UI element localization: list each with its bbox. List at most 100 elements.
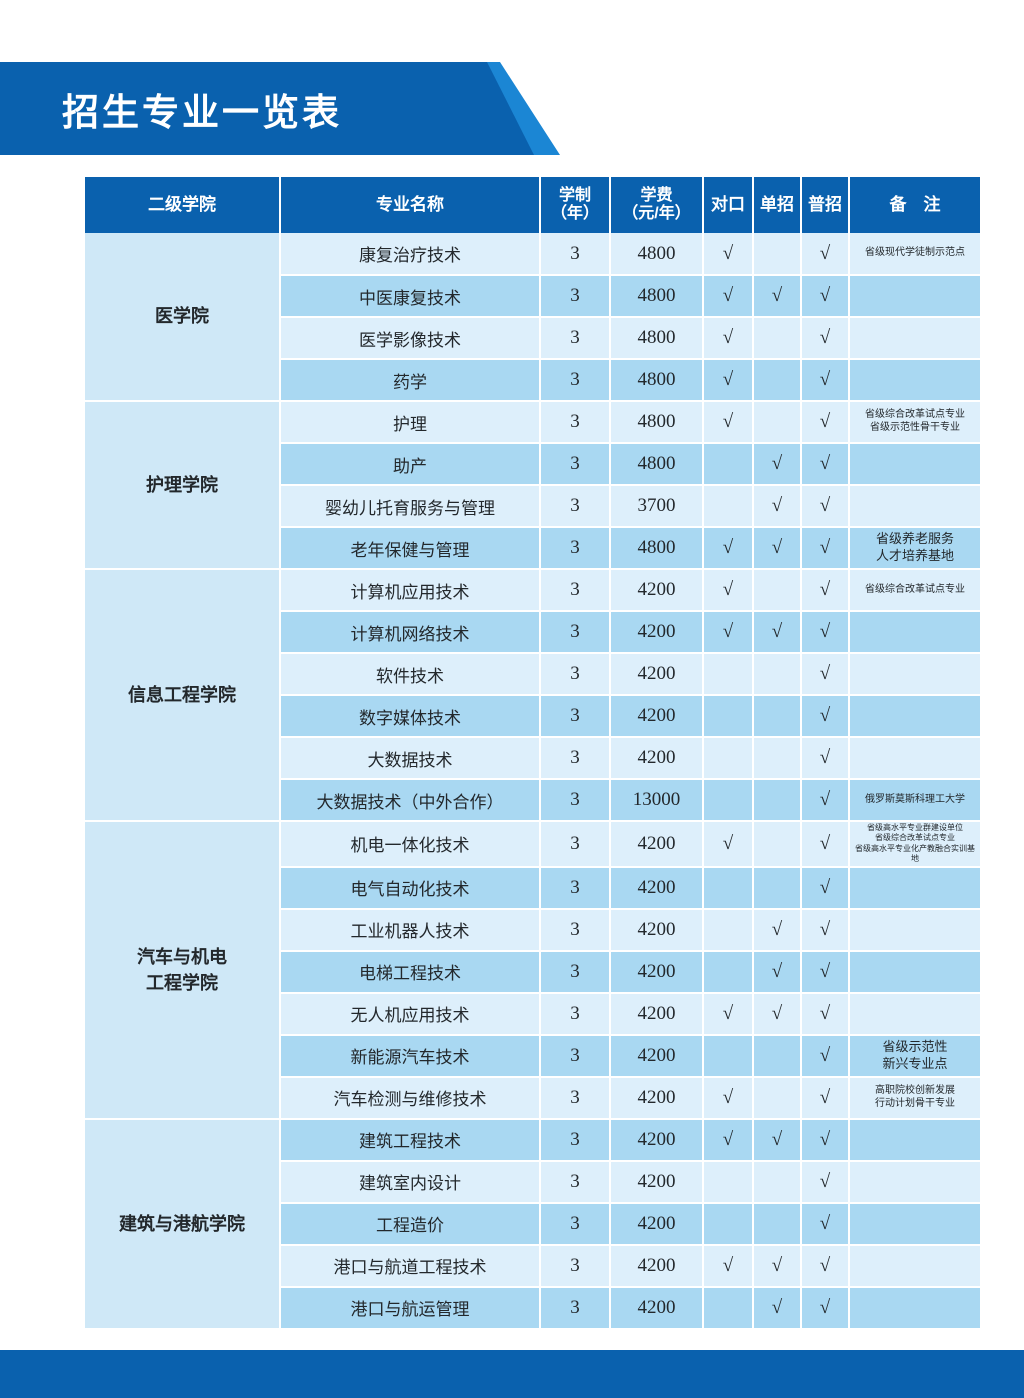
header-major: 专业名称 — [280, 177, 541, 233]
study-years-cell: 3 — [540, 1160, 611, 1204]
page-title-banner: 招生专业一览表 — [0, 62, 560, 155]
remark-cell: 高职院校创新发展 行动计划骨干专业 — [849, 1076, 980, 1120]
duikou-check-cell: √ — [703, 821, 754, 868]
table-row: 工程造价 3 4200 √ — [85, 1202, 980, 1246]
admission-majors-table: 二级学院 专业名称 学制 （年） 学费 （元/年） 对口 单招 普招 备 注 医… — [85, 177, 980, 1330]
remark-cell — [849, 653, 980, 696]
duikou-check-cell — [703, 443, 754, 486]
study-years-cell: 3 — [540, 1118, 611, 1162]
table-row: 无人机应用技术 3 4200 √ √ √ — [85, 992, 980, 1036]
tuition-fee-cell: 4800 — [610, 233, 704, 276]
puzhao-check-cell: √ — [801, 821, 850, 868]
remark-line: 省级综合改革试点专业 — [865, 409, 965, 421]
puzhao-check-cell: √ — [801, 1034, 850, 1078]
danzhao-check-cell: √ — [753, 443, 802, 486]
major-name-cell: 无人机应用技术 — [280, 992, 541, 1036]
tuition-fee-cell: 3700 — [610, 485, 704, 528]
tuition-fee-cell: 4800 — [610, 443, 704, 486]
puzhao-check-cell: √ — [801, 1286, 850, 1330]
duikou-check-cell — [703, 737, 754, 780]
tuition-fee-cell: 4200 — [610, 950, 704, 994]
puzhao-check-cell: √ — [801, 233, 850, 276]
puzhao-check-cell: √ — [801, 485, 850, 528]
study-years-cell: 3 — [540, 359, 611, 402]
study-years-cell: 3 — [540, 569, 611, 612]
table-header-row: 二级学院 专业名称 学制 （年） 学费 （元/年） 对口 单招 普招 备 注 — [85, 177, 980, 233]
study-years-cell: 3 — [540, 485, 611, 528]
major-name-cell: 中医康复技术 — [280, 275, 541, 318]
table-row: 大数据技术 3 4200 √ — [85, 737, 980, 780]
duikou-check-cell — [703, 950, 754, 994]
remark-cell — [849, 485, 980, 528]
danzhao-check-cell: √ — [753, 908, 802, 952]
duikou-check-cell — [703, 695, 754, 738]
tuition-fee-cell: 4800 — [610, 317, 704, 360]
duikou-check-cell: √ — [703, 1118, 754, 1162]
footer-bar — [0, 1350, 1024, 1398]
duikou-check-cell: √ — [703, 233, 754, 276]
duikou-check-cell — [703, 779, 754, 822]
danzhao-check-cell: √ — [753, 1118, 802, 1162]
table-row: 药学 3 4800 √ √ — [85, 359, 980, 402]
duikou-check-cell: √ — [703, 527, 754, 570]
college-cell: 信息工程学院 — [85, 569, 281, 822]
tuition-fee-cell: 4200 — [610, 695, 704, 738]
header-years: 学制 （年） — [540, 177, 611, 233]
duikou-check-cell: √ — [703, 359, 754, 402]
danzhao-check-cell — [753, 779, 802, 822]
header-years-line1: 学制 — [558, 187, 591, 205]
table-row: 助产 3 4800 √ √ — [85, 443, 980, 486]
danzhao-check-cell — [753, 866, 802, 910]
table-row: 大数据技术（中外合作） 3 13000 √ 俄罗斯莫斯科理工大学 — [85, 779, 980, 822]
remark-line: 省级现代学徒制示范点 — [865, 247, 965, 259]
tuition-fee-cell: 4200 — [610, 1160, 704, 1204]
major-name-cell: 康复治疗技术 — [280, 233, 541, 276]
danzhao-check-cell — [753, 1160, 802, 1204]
college-label-line: 信息工程学院 — [128, 684, 236, 705]
table-row: 计算机网络技术 3 4200 √ √ √ — [85, 611, 980, 654]
study-years-cell: 3 — [540, 1286, 611, 1330]
puzhao-check-cell: √ — [801, 443, 850, 486]
danzhao-check-cell: √ — [753, 1286, 802, 1330]
major-name-cell: 婴幼儿托育服务与管理 — [280, 485, 541, 528]
major-name-cell: 大数据技术 — [280, 737, 541, 780]
major-name-cell: 医学影像技术 — [280, 317, 541, 360]
remark-cell — [849, 611, 980, 654]
danzhao-check-cell — [753, 359, 802, 402]
table-row: 电梯工程技术 3 4200 √ √ — [85, 950, 980, 994]
puzhao-check-cell: √ — [801, 527, 850, 570]
study-years-cell: 3 — [540, 821, 611, 868]
danzhao-check-cell — [753, 401, 802, 444]
header-danzhao: 单招 — [753, 177, 802, 233]
study-years-cell: 3 — [540, 1244, 611, 1288]
remark-line: 省级综合改革试点专业 — [875, 833, 955, 843]
major-name-cell: 计算机应用技术 — [280, 569, 541, 612]
puzhao-check-cell: √ — [801, 1160, 850, 1204]
study-years-cell: 3 — [540, 992, 611, 1036]
table-row: 建筑与港航学院 建筑工程技术 3 4200 √ √ √ — [85, 1118, 980, 1330]
danzhao-check-cell — [753, 653, 802, 696]
study-years-cell: 3 — [540, 908, 611, 952]
major-name-cell: 数字媒体技术 — [280, 695, 541, 738]
remark-cell: 省级现代学徒制示范点 — [849, 233, 980, 276]
duikou-check-cell: √ — [703, 569, 754, 612]
table-row: 电气自动化技术 3 4200 √ — [85, 866, 980, 910]
tuition-fee-cell: 4200 — [610, 821, 704, 868]
danzhao-check-cell — [753, 821, 802, 868]
college-label-line: 工程学院 — [146, 972, 218, 993]
danzhao-check-cell: √ — [753, 950, 802, 994]
header-years-line2: （年） — [550, 205, 599, 222]
tuition-fee-cell: 4200 — [610, 1034, 704, 1078]
study-years-cell: 3 — [540, 695, 611, 738]
major-name-cell: 大数据技术（中外合作） — [280, 779, 541, 822]
tuition-fee-cell: 4800 — [610, 527, 704, 570]
tuition-fee-cell: 4800 — [610, 275, 704, 318]
table-row: 数字媒体技术 3 4200 √ — [85, 695, 980, 738]
remark-cell — [849, 695, 980, 738]
major-name-cell: 电梯工程技术 — [280, 950, 541, 994]
tuition-fee-cell: 4800 — [610, 401, 704, 444]
puzhao-check-cell: √ — [801, 737, 850, 780]
remark-cell — [849, 866, 980, 910]
major-name-cell: 老年保健与管理 — [280, 527, 541, 570]
remark-cell — [849, 737, 980, 780]
